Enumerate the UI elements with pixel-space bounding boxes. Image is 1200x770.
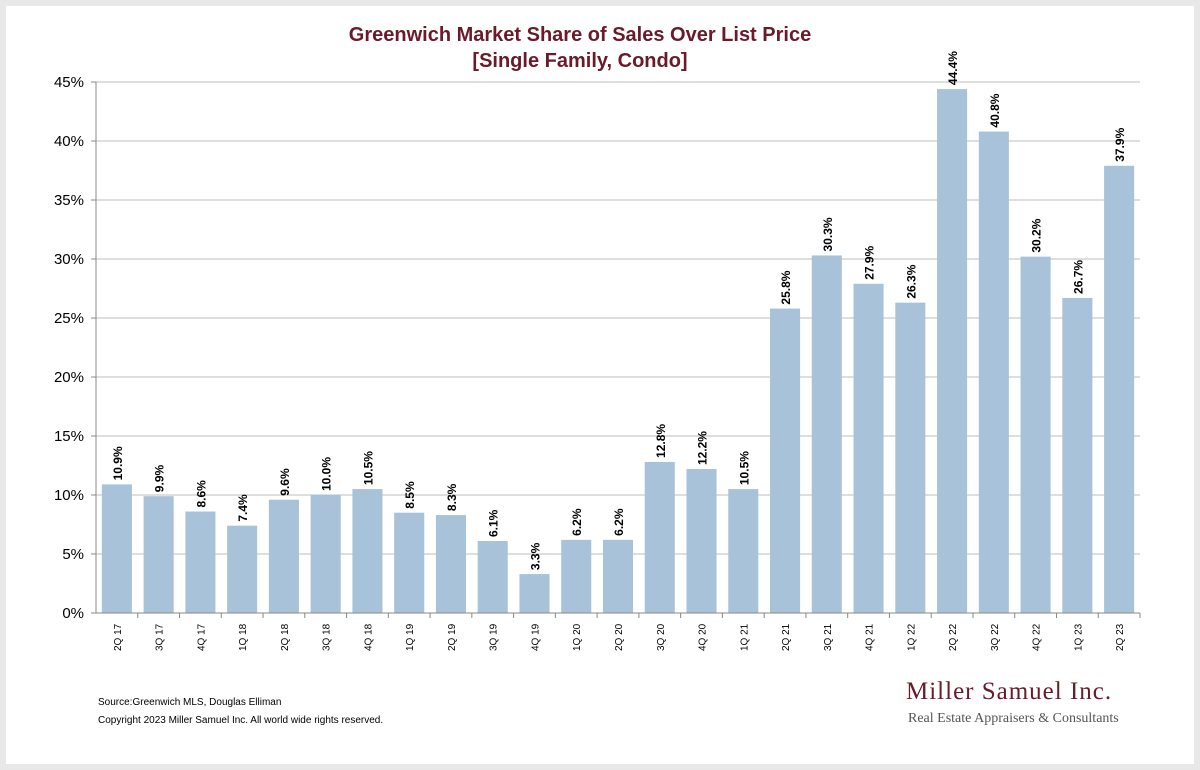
data-label: 6.1% bbox=[487, 509, 501, 537]
bar bbox=[602, 539, 634, 613]
y-tick-label: 15% bbox=[54, 428, 84, 445]
y-tick-label: 30% bbox=[54, 251, 84, 268]
x-tick-label: 2Q 21 bbox=[781, 623, 792, 651]
data-label: 30.3% bbox=[821, 217, 835, 251]
bar bbox=[853, 283, 884, 613]
bar bbox=[937, 89, 968, 613]
x-tick-label: 2Q 23 bbox=[1115, 623, 1126, 651]
x-tick-label: 2Q 18 bbox=[280, 623, 291, 651]
bar bbox=[1062, 297, 1093, 613]
x-tick-label: 1Q 23 bbox=[1073, 623, 1084, 651]
bar bbox=[394, 512, 425, 613]
bar bbox=[352, 489, 383, 613]
bar bbox=[978, 131, 1009, 613]
company-logo-name: Miller Samuel Inc. bbox=[906, 678, 1113, 705]
y-tick-label: 20% bbox=[54, 369, 84, 386]
y-tick-label: 35% bbox=[54, 192, 84, 209]
bar bbox=[310, 495, 341, 613]
x-tick-label: 2Q 20 bbox=[614, 623, 625, 651]
data-label: 9.6% bbox=[278, 468, 292, 496]
chart-title: Greenwich Market Share of Sales Over Lis… bbox=[0, 22, 1160, 74]
x-tick-label: 4Q 19 bbox=[530, 623, 541, 651]
bar bbox=[143, 496, 174, 613]
y-tick-label: 10% bbox=[54, 487, 84, 504]
bar bbox=[1020, 256, 1051, 613]
data-label: 37.9% bbox=[1113, 127, 1127, 161]
x-tick-label: 4Q 21 bbox=[865, 623, 876, 651]
data-label: 6.2% bbox=[612, 508, 626, 536]
x-tick-label: 2Q 17 bbox=[113, 623, 124, 651]
copyright-note: Copyright 2023 Miller Samuel Inc. All wo… bbox=[98, 715, 384, 726]
x-tick-label: 1Q 19 bbox=[405, 623, 416, 651]
data-label: 3.3% bbox=[528, 542, 542, 570]
x-tick-label: 4Q 18 bbox=[363, 623, 374, 651]
data-label: 7.4% bbox=[236, 494, 250, 522]
company-logo-tagline: Real Estate Appraisers & Consultants bbox=[908, 711, 1119, 726]
bar bbox=[1104, 165, 1135, 613]
x-tick-label: 4Q 20 bbox=[698, 623, 709, 651]
data-label: 25.8% bbox=[779, 270, 793, 304]
chart-title-line2: [Single Family, Condo] bbox=[472, 50, 688, 72]
x-tick-label: 1Q 21 bbox=[739, 623, 750, 651]
y-tick-label: 25% bbox=[54, 310, 84, 327]
x-tick-label: 2Q 22 bbox=[948, 623, 959, 651]
bar bbox=[185, 511, 216, 613]
data-label: 10.5% bbox=[361, 451, 375, 485]
axes: 0% 5% 10% 15% 20% 25% 30% 35% 40% 45% 2Q 17 3Q 17 4Q… bbox=[54, 74, 1141, 651]
bar bbox=[895, 302, 926, 613]
x-tick-label: 1Q 22 bbox=[906, 623, 917, 651]
bar bbox=[519, 574, 550, 613]
bar bbox=[101, 484, 132, 613]
bar bbox=[686, 469, 717, 613]
bar bbox=[770, 308, 801, 613]
data-label: 44.4% bbox=[946, 51, 960, 85]
bar bbox=[644, 461, 675, 613]
data-labels: 10.9% 9.9% 8.6% 7.4% 9.6% 10.0% 10.5% 8.5% 8.3% 6… bbox=[111, 51, 1127, 570]
x-tick-label: 4Q 22 bbox=[1032, 623, 1043, 651]
bars bbox=[101, 89, 1135, 613]
data-label: 30.2% bbox=[1030, 218, 1044, 252]
data-label: 12.8% bbox=[654, 424, 668, 458]
data-label: 10.0% bbox=[320, 457, 334, 491]
y-tick-label: 40% bbox=[54, 133, 84, 150]
bar bbox=[728, 489, 759, 613]
bar bbox=[435, 515, 466, 613]
data-label: 12.2% bbox=[696, 431, 710, 465]
data-label: 26.3% bbox=[904, 264, 918, 298]
bar bbox=[227, 525, 258, 613]
bar bbox=[268, 499, 299, 613]
x-tick-label: 1Q 20 bbox=[572, 623, 583, 651]
y-tick-label: 5% bbox=[62, 546, 84, 563]
x-tick-label: 2Q 19 bbox=[447, 623, 458, 651]
x-tick-label: 3Q 17 bbox=[155, 623, 166, 651]
data-label: 10.9% bbox=[111, 446, 125, 480]
x-tick-label: 3Q 18 bbox=[322, 623, 333, 651]
data-label: 8.5% bbox=[403, 481, 417, 509]
x-tick-label: 3Q 19 bbox=[489, 623, 500, 651]
y-tick-label: 0% bbox=[62, 605, 84, 622]
data-label: 9.9% bbox=[153, 464, 167, 492]
data-label: 27.9% bbox=[863, 245, 877, 279]
x-tick-label: 1Q 18 bbox=[238, 623, 249, 651]
chart-title-line1: Greenwich Market Share of Sales Over Lis… bbox=[348, 24, 812, 46]
y-tick-label: 45% bbox=[54, 74, 84, 91]
data-label: 40.8% bbox=[988, 93, 1002, 127]
data-label: 10.5% bbox=[737, 451, 751, 485]
x-tick-label: 3Q 21 bbox=[823, 623, 834, 651]
x-tick-label: 3Q 22 bbox=[990, 623, 1001, 651]
data-label: 6.2% bbox=[570, 508, 584, 536]
bar bbox=[561, 539, 592, 613]
x-tick-label: 3Q 20 bbox=[656, 623, 667, 651]
data-label: 8.6% bbox=[194, 480, 208, 508]
data-label: 8.3% bbox=[445, 483, 459, 511]
data-label: 26.7% bbox=[1071, 260, 1085, 294]
source-note: Source:Greenwich MLS, Douglas Elliman bbox=[98, 697, 282, 708]
x-tick-label: 4Q 17 bbox=[196, 623, 207, 651]
bar bbox=[477, 541, 508, 613]
bar-chart: 10.9% 9.9% 8.6% 7.4% 9.6% 10.0% 10.5% 8.5% 8.3% 6… bbox=[54, 51, 1141, 651]
bar bbox=[811, 255, 842, 613]
